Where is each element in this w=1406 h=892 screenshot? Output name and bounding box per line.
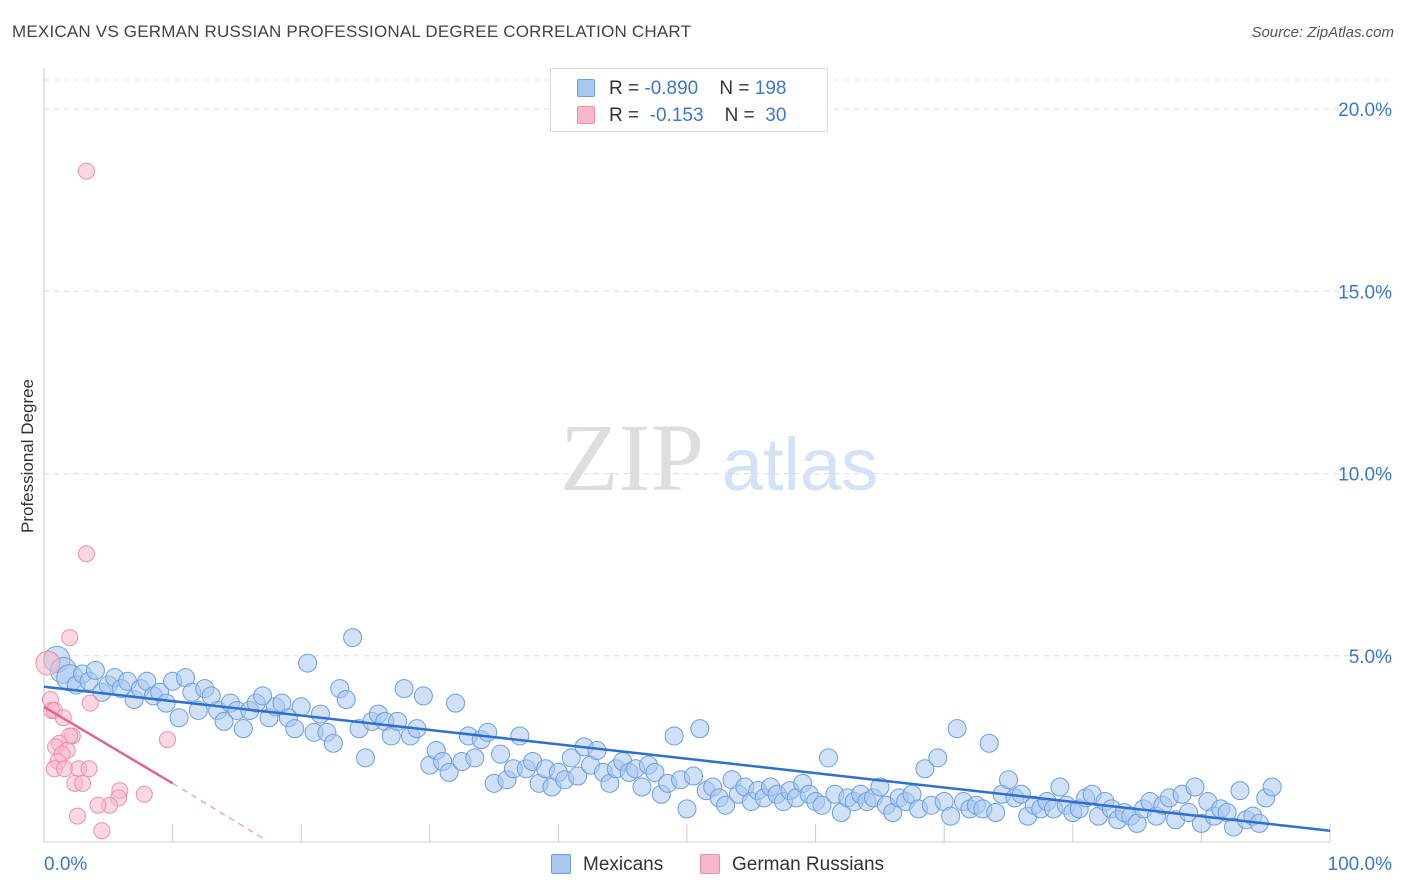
mexicans-point (465, 748, 485, 768)
mexicans-point (664, 726, 684, 746)
mexicans-point (253, 686, 273, 706)
bottom-legend-swatch-mexicans (551, 854, 571, 874)
legend-r-label-german-russians: R = (609, 105, 645, 126)
mexicans-point (870, 777, 890, 797)
legend-n-label-mexicans: N = (719, 78, 755, 99)
mexicans-point (285, 719, 305, 739)
german-russians-point (77, 545, 95, 563)
german-russians-point (89, 796, 107, 814)
mexicans-point (941, 806, 961, 826)
legend-swatch-german-russians (577, 106, 595, 124)
german-russians-point (77, 162, 95, 180)
watermark-atlas: atlas (722, 423, 878, 506)
mexicans-point (632, 777, 652, 797)
mexicans-point (690, 719, 710, 739)
german-russians-point (93, 822, 111, 840)
x-tick-label-min: 0.0% (44, 854, 87, 875)
mexicans-point (1179, 802, 1199, 822)
watermark-zip: ZIP (560, 404, 704, 511)
mexicans-point (336, 690, 356, 710)
legend-r-value-mexicans: -0.890 (644, 78, 699, 99)
mexicans-point (979, 733, 999, 753)
legend-n-value-mexicans: 198 (754, 78, 787, 99)
german-russians-point (135, 785, 153, 803)
german-russians-point (81, 694, 99, 712)
bottom-legend-label-mexicans: Mexicans (583, 854, 664, 875)
mexicans-point (446, 693, 466, 713)
source-credit: Source: ZipAtlas.com (1251, 24, 1394, 41)
mexicans-points (43, 628, 1282, 837)
legend-n-label-german-russians: N = (724, 105, 761, 126)
mexicans-point (1050, 777, 1070, 797)
german-russians-point (68, 807, 86, 825)
mexicans-point (716, 795, 736, 815)
x-tick-label-max: 100.0% (1328, 854, 1393, 875)
german-russians-trend-extension (172, 782, 263, 839)
mexicans-point (568, 766, 588, 786)
bottom-legend-label-german-russians: German Russians (732, 854, 885, 875)
y-tick-label-15: 15.0% (1338, 282, 1392, 303)
mexicans-point (323, 733, 343, 753)
mexicans-point (291, 697, 311, 717)
mexicans-point (645, 762, 665, 782)
mexicans-point (947, 719, 967, 739)
mexicans-trend-line (43, 685, 1331, 832)
mexicans-point (343, 628, 363, 648)
bottom-legend-swatch-german-russians (700, 854, 720, 874)
mexicans-point (214, 711, 234, 731)
mexicans-point (310, 704, 330, 724)
gridlines (44, 79, 1392, 657)
trend-lines (43, 685, 1331, 839)
german-russians-points (35, 162, 176, 840)
german-russians-point (56, 760, 74, 778)
mexicans-point (683, 766, 703, 786)
mexicans-point (478, 722, 498, 742)
watermark: ZIP atlas (560, 404, 878, 511)
y-tick-label-5: 5.0% (1349, 647, 1392, 668)
german-russians-point (158, 731, 176, 749)
german-russians-point (80, 760, 98, 778)
mexicans-point (999, 770, 1018, 790)
chart-title: MEXICAN VS GERMAN RUSSIAN PROFESSIONAL D… (12, 22, 692, 41)
mexicans-point (510, 726, 530, 746)
y-tick-label-10: 10.0% (1338, 465, 1392, 486)
mexicans-point (915, 759, 935, 779)
tick-labels: 5.0% 10.0% 15.0% 20.0% 0.0% 100.0% (44, 100, 1392, 875)
mexicans-point (818, 748, 838, 768)
mexicans-point (413, 686, 433, 706)
german-russians-point (74, 774, 92, 792)
mexicans-point (986, 802, 1006, 822)
mexicans-point (928, 748, 948, 768)
y-tick-label-20: 20.0% (1338, 100, 1392, 121)
mexicans-point (1185, 777, 1205, 797)
mexicans-point (1230, 781, 1250, 801)
mexicans-point (298, 653, 318, 673)
mexicans-point (812, 795, 832, 815)
mexicans-point (188, 700, 208, 720)
legend-n-value-german-russians: 30 (760, 105, 787, 126)
legend-swatch-mexicans (577, 79, 595, 97)
mexicans-point (233, 719, 253, 739)
german-russians-point (35, 650, 61, 676)
mexicans-point (1262, 777, 1282, 797)
mexicans-point (491, 744, 511, 764)
mexicans-point (169, 708, 189, 728)
german-russians-point (61, 629, 79, 647)
legend-r-label-mexicans: R = (609, 78, 645, 99)
mexicans-point (677, 799, 697, 819)
legend-text-mexicans: R = -0.890 N = 198 (609, 78, 786, 100)
mexicans-point (439, 762, 459, 782)
mexicans-point (561, 748, 581, 768)
legend-text-german-russians: R = -0.153 N = 30 (609, 105, 786, 127)
correlation-legend: R = -0.890 N = 198 R = -0.153 N = 30 (550, 68, 828, 132)
mexicans-point (356, 748, 375, 768)
german-russians-trend-line (43, 705, 174, 785)
mexicans-point (85, 660, 105, 680)
legend-r-value-german-russians: -0.153 (644, 105, 704, 126)
mexicans-point (156, 693, 176, 713)
mexicans-point (394, 679, 414, 699)
y-axis-label: Professional Degree (18, 378, 37, 534)
